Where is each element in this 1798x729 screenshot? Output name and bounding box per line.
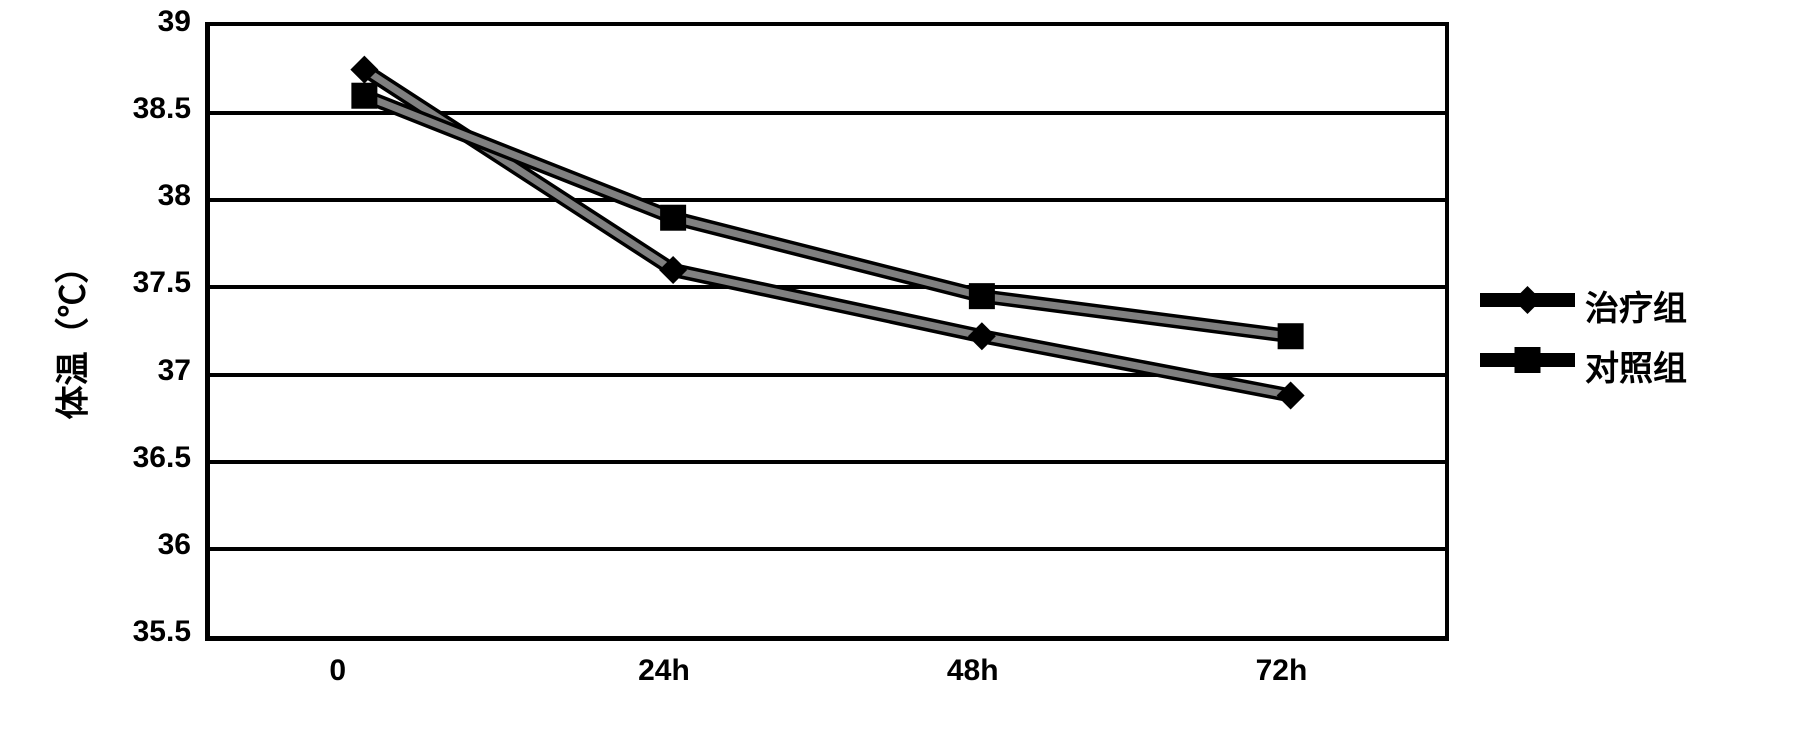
legend-label: 对照组 <box>1585 341 1687 390</box>
diamond-marker <box>1277 381 1305 409</box>
legend-label: 治疗组 <box>1585 281 1687 330</box>
y-tick-label: 36 <box>158 528 191 562</box>
series-line-inner <box>364 70 1290 396</box>
series-svg <box>210 26 1445 636</box>
series-line-outer <box>364 70 1290 396</box>
diamond-marker <box>968 322 996 350</box>
square-marker <box>660 205 686 231</box>
y-tick-label: 38.5 <box>133 92 191 126</box>
y-tick-label: 37.5 <box>133 266 191 300</box>
square-marker <box>969 283 995 309</box>
legend-line-icon <box>1480 280 1575 320</box>
x-tick-label: 24h <box>638 654 690 688</box>
y-tick-label: 37 <box>158 354 191 388</box>
diamond-icon <box>1514 286 1542 314</box>
y-tick-label: 38 <box>158 179 191 213</box>
square-marker <box>1278 323 1304 349</box>
x-tick-label: 48h <box>947 654 999 688</box>
plot-area <box>205 22 1449 641</box>
legend-line-icon <box>1480 340 1575 380</box>
square-marker <box>351 83 377 109</box>
x-tick-label: 0 <box>329 654 346 688</box>
y-axis-title: 体温（℃） <box>46 235 95 435</box>
chart-container: 体温（℃） 35.5 36 36.5 37 37.5 38 38.5 39 0 24h 48h 72h… <box>0 0 1798 729</box>
y-tick-label: 35.5 <box>133 615 191 649</box>
x-tick-label: 72h <box>1256 654 1308 688</box>
y-tick-label: 39 <box>158 5 191 39</box>
square-icon <box>1515 347 1541 373</box>
y-tick-label: 36.5 <box>133 441 191 475</box>
